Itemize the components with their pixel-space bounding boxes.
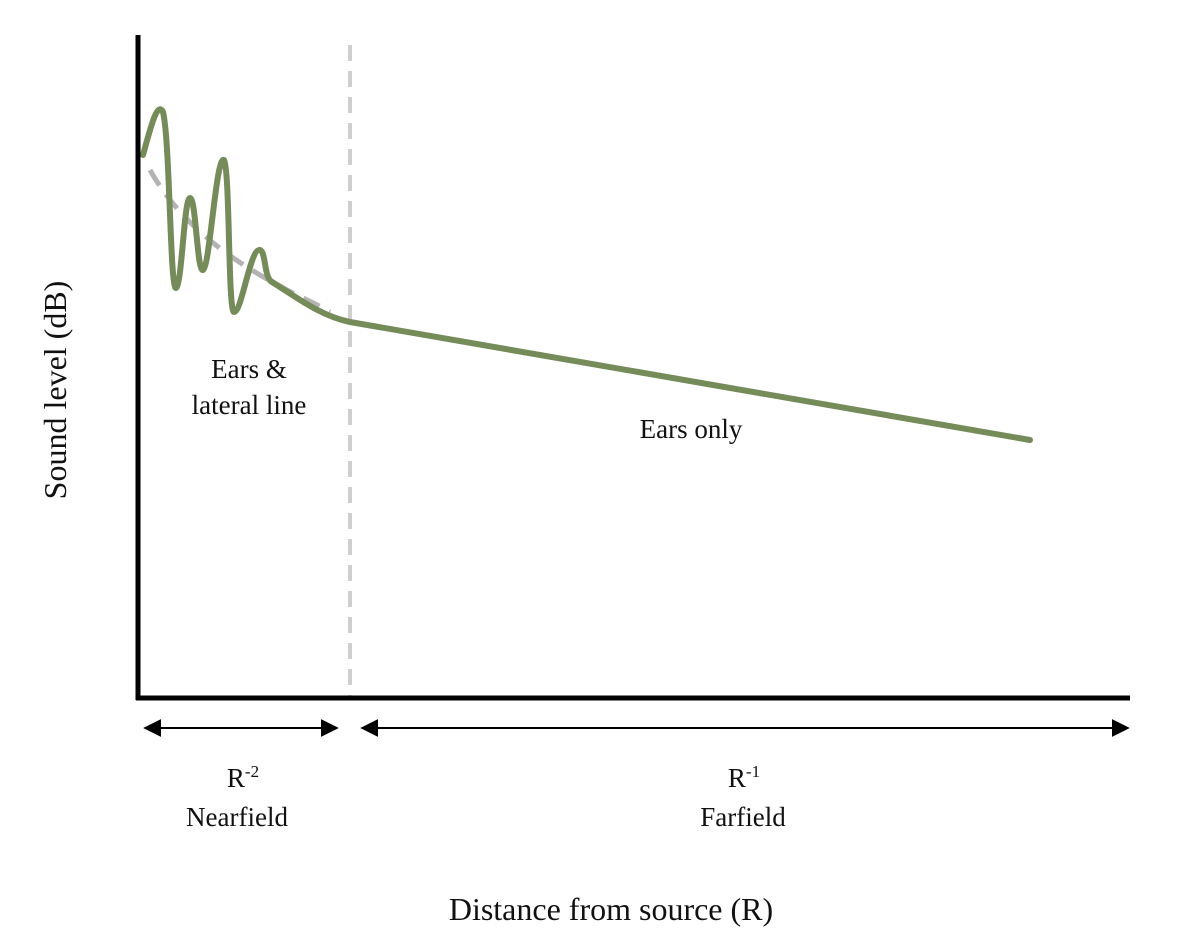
zone-label: lateral line: [192, 390, 307, 420]
x-axis-label: Distance from source (R): [449, 891, 773, 927]
law-exponent: -1: [746, 762, 760, 781]
law-exponent: -2: [245, 762, 259, 781]
range-name: Farfield: [700, 802, 786, 832]
trend-curve: [147, 168, 332, 315]
law-base: R: [227, 763, 245, 793]
range-law: R-1: [728, 762, 760, 793]
sound-level-curve: [140, 106, 1033, 443]
range-law: R-2: [227, 762, 259, 793]
range-name: Nearfield: [186, 802, 288, 832]
y-axis-label: Sound level (dB): [37, 281, 73, 500]
zone-label: Ears &: [211, 354, 287, 384]
law-base: R: [728, 763, 746, 793]
zone-label: Ears only: [640, 414, 743, 444]
